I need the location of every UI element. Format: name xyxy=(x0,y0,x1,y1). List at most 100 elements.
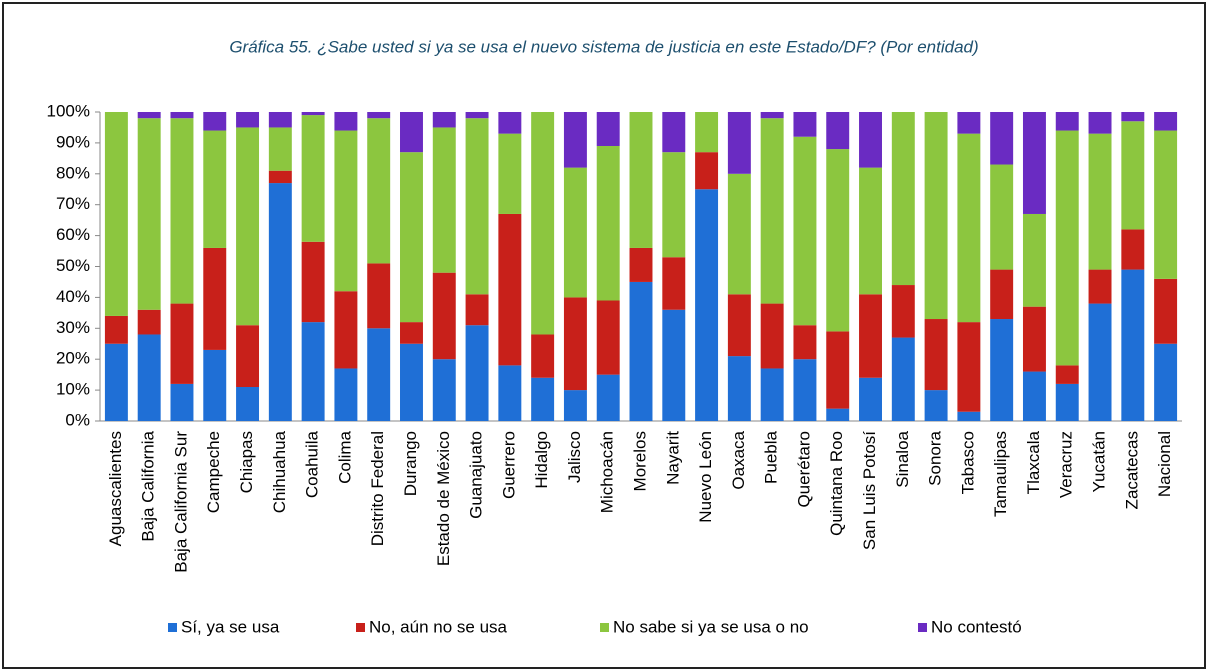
bar-segment xyxy=(236,387,260,421)
bar-segment xyxy=(826,149,850,332)
bar-segment xyxy=(596,145,620,301)
bar-segment xyxy=(957,133,981,323)
bar-segment xyxy=(465,118,489,295)
bar-segment xyxy=(629,112,653,248)
bar-segment xyxy=(498,213,522,366)
bar-segment xyxy=(695,112,719,153)
bar-segment xyxy=(924,390,948,421)
bar-segment xyxy=(301,241,325,323)
bar-segment xyxy=(629,281,653,421)
bar-segment xyxy=(170,112,194,119)
bar-segment xyxy=(1022,306,1046,372)
x-tick-label: Jalisco xyxy=(565,431,584,483)
bar-segment xyxy=(1055,383,1079,421)
x-tick-label: Campeche xyxy=(204,431,223,513)
bar-segment xyxy=(1121,112,1145,122)
bar-segment xyxy=(268,170,292,184)
bar-segment xyxy=(1088,269,1112,304)
x-tick-label: Estado de México xyxy=(434,431,453,566)
bar-segment xyxy=(498,133,522,214)
bar-segment xyxy=(465,325,489,421)
bar-segment xyxy=(334,368,358,421)
bar-segment xyxy=(301,115,325,242)
bar-segment xyxy=(1154,343,1178,421)
bar-segment xyxy=(170,118,194,304)
bar-segment xyxy=(826,112,850,150)
bar-segment xyxy=(170,383,194,421)
y-tick-label: 30% xyxy=(56,318,90,337)
bar-segment xyxy=(727,173,751,295)
bar-segment xyxy=(760,112,784,119)
x-tick-label: Baja California xyxy=(139,430,158,541)
bar-segment xyxy=(367,112,391,119)
bar-segment xyxy=(760,303,784,369)
x-tick-label: Chihuahua xyxy=(270,430,289,513)
bar-segment xyxy=(957,322,981,412)
bar-segment xyxy=(859,294,882,378)
bar-segment xyxy=(203,130,227,248)
bar-segment xyxy=(334,130,358,292)
bar-segment xyxy=(137,334,161,421)
y-tick-label: 10% xyxy=(56,380,90,399)
bar-segment xyxy=(1055,112,1079,131)
x-tick-label: Colima xyxy=(335,430,354,483)
bar-segment xyxy=(990,319,1014,421)
x-tick-label: Chiapas xyxy=(237,431,256,493)
bar-segment xyxy=(695,189,719,421)
x-tick-label: Tlaxcala xyxy=(1024,430,1043,494)
bar-segment xyxy=(793,112,817,137)
bar-segment xyxy=(268,183,292,421)
bar-segment xyxy=(891,112,915,286)
bar-segment xyxy=(990,269,1014,320)
bar-segment xyxy=(727,356,751,421)
bar-segment xyxy=(367,328,391,421)
x-tick-label: Tamaulipas xyxy=(991,431,1010,517)
bar-segment xyxy=(596,300,620,375)
x-tick-label: Distrito Federal xyxy=(368,431,387,546)
legend-swatch xyxy=(600,623,609,632)
bar-segment xyxy=(760,368,784,421)
y-tick-label: 40% xyxy=(56,287,90,306)
bar-segment xyxy=(826,408,850,421)
x-tick-label: Veracruz xyxy=(1057,431,1076,498)
bar-segment xyxy=(432,112,456,128)
x-tick-label: Sonora xyxy=(926,430,945,485)
bar-segment xyxy=(924,319,948,391)
bar-segment xyxy=(563,297,587,391)
bar-segment xyxy=(137,118,161,310)
y-tick-label: 20% xyxy=(56,349,90,368)
bar-segment xyxy=(596,112,620,146)
bar-segment xyxy=(400,343,423,421)
bar-segment xyxy=(432,359,456,421)
bar-segment xyxy=(268,112,292,128)
bar-segment xyxy=(1088,133,1112,270)
x-tick-label: Tabasco xyxy=(958,431,977,494)
bar-segment xyxy=(793,325,817,360)
bar-segment xyxy=(891,285,915,338)
legend-label: No contestó xyxy=(931,617,1022,636)
x-tick-label: Morelos xyxy=(630,431,649,491)
legend-label: Sí, ya se usa xyxy=(181,617,280,636)
bar-segment xyxy=(793,359,817,421)
x-tick-label: Querétaro xyxy=(794,431,813,508)
bar-segment xyxy=(957,112,981,134)
bar-segment xyxy=(170,303,194,384)
bar-segment xyxy=(826,331,850,409)
bar-segment xyxy=(1121,121,1145,230)
y-tick-label: 50% xyxy=(56,256,90,275)
y-tick-label: 100% xyxy=(47,101,90,120)
x-tick-label: Durango xyxy=(401,431,420,496)
bar-segment xyxy=(1022,112,1046,214)
bar-segment xyxy=(1154,278,1178,344)
bar-segment xyxy=(859,167,882,295)
bar-segment xyxy=(400,112,423,153)
bar-segment xyxy=(531,377,555,421)
bar-segment xyxy=(334,112,358,131)
legend-swatch xyxy=(918,623,927,632)
bar-segment xyxy=(367,118,391,264)
bar-segment xyxy=(137,309,161,335)
bar-segment xyxy=(662,152,686,258)
bar-segment xyxy=(990,164,1014,270)
legend-label: No sabe si ya se usa o no xyxy=(613,617,809,636)
